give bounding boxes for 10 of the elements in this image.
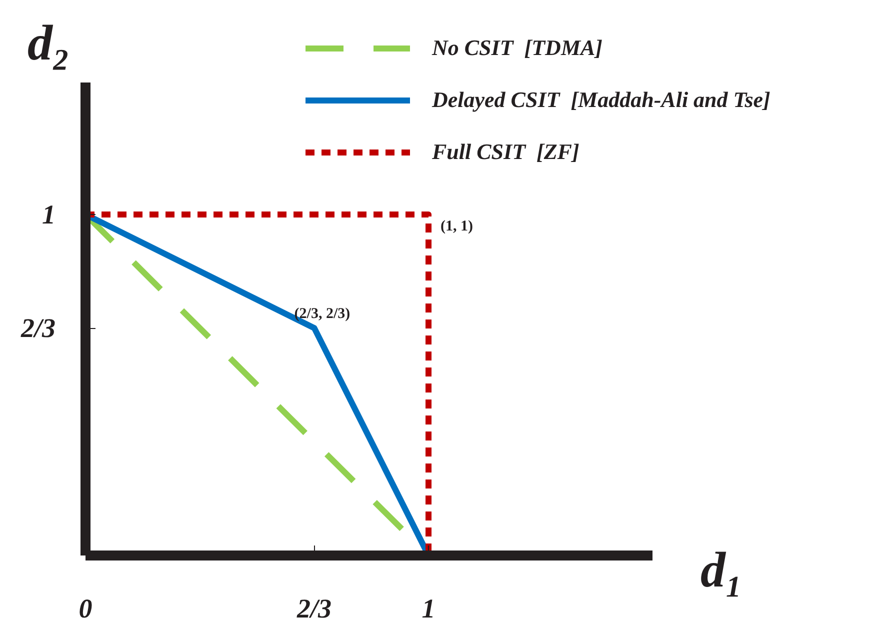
legend-label: Full CSIT [ZF] (432, 139, 580, 165)
x-tick-label: 2/3 (296, 594, 332, 624)
x-tick-label: 0 (78, 594, 93, 624)
annotation: (2/3, 2/3) (294, 306, 350, 322)
annotation: (1, 1) (440, 218, 474, 234)
x-tick-label: 1 (422, 594, 436, 624)
legend-label: No CSIT [TDMA] (432, 35, 603, 61)
y-axis-title: d₂ (28, 14, 70, 70)
legend-label: Delayed CSIT [Maddah-Ali and Tse] (432, 87, 770, 113)
x-axis-title: d₁ (700, 542, 743, 598)
